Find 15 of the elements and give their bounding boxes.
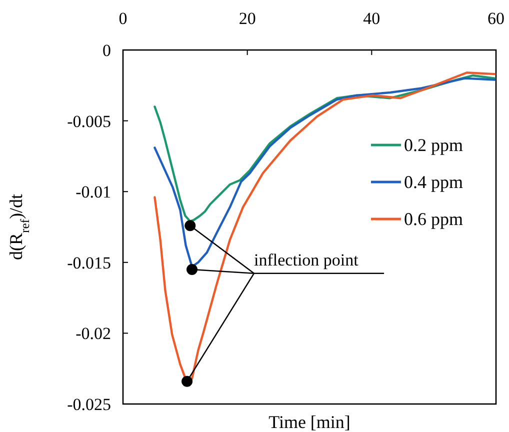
- legend-label: 0.2 ppm: [404, 135, 464, 155]
- x-tick-label: 40: [363, 9, 380, 28]
- x-tick-label: 20: [238, 9, 256, 28]
- legend-label: 0.6 ppm: [404, 209, 464, 229]
- y-tick-label: -0.01: [76, 182, 111, 202]
- y-tick-label: -0.025: [67, 395, 111, 414]
- y-tick-label: -0.02: [76, 324, 111, 344]
- y-tick-label: -0.005: [67, 112, 111, 131]
- x-tick-label: 60: [488, 9, 504, 28]
- x-axis-title: Time [min]: [268, 412, 350, 432]
- x-tick-label: 0: [118, 9, 128, 28]
- y-tick-label: 0: [102, 41, 111, 60]
- y-tick-label: -0.015: [67, 253, 111, 272]
- annotation: inflection point: [254, 250, 359, 270]
- legend-label: 0.4 ppm: [404, 172, 464, 192]
